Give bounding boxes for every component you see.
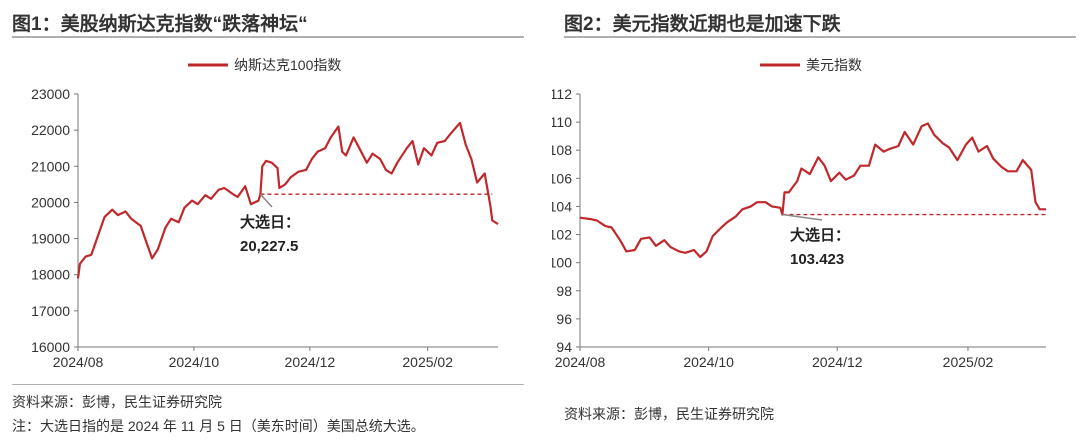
legend-label: 美元指数	[806, 57, 862, 73]
x-tick-label: 2024/10	[169, 354, 220, 370]
y-tick-label: 18000	[31, 267, 70, 283]
y-tick-label: 104	[552, 198, 572, 214]
callout-leader	[782, 213, 823, 221]
figure-title: 图1：美股纳斯达克指数“跌落神坛“	[12, 14, 308, 35]
x-tick-label: 2024/10	[683, 354, 734, 370]
y-tick-label: 16000	[31, 339, 70, 355]
annotation-label: 大选日：	[790, 226, 850, 244]
title-divider	[564, 36, 1076, 38]
y-tick-label: 106	[552, 170, 572, 186]
y-tick-label: 22000	[31, 122, 70, 138]
y-tick-label: 108	[552, 142, 572, 158]
title-divider	[12, 36, 524, 38]
nasdaq-chart: 16000 17000 18000 19000 20000 21000 22000 23000…	[31, 57, 499, 370]
y-tick-label: 23000	[31, 86, 70, 102]
panel-nasdaq: 图1：美股纳斯达克指数“跌落神坛“ 16000 17000 18000 19000 20…	[0, 0, 528, 440]
y-tick-label: 98	[556, 283, 572, 299]
callout-leader	[259, 193, 273, 208]
annotation-value: 103.423	[790, 251, 844, 268]
x-tick-label: 2024/08	[53, 354, 104, 370]
x-tick-label: 2024/12	[812, 354, 863, 370]
y-tick-label: 100	[552, 255, 572, 271]
series-line	[579, 122, 1046, 259]
y-tick-label: 19000	[31, 231, 70, 247]
y-tick-label: 112	[552, 86, 572, 102]
y-tick-label: 17000	[31, 303, 70, 319]
y-tick-label: 94	[556, 339, 572, 355]
x-tick-label: 2024/08	[555, 354, 606, 370]
annotation-label: 大选日：	[240, 213, 300, 231]
usd-index-chart: 94 96 98 100 102 104 106 108 110 112 2024/08 2024/1…	[552, 57, 1046, 370]
y-tick-label: 110	[552, 114, 572, 130]
panel-usd-index: 图2：美元指数近期也是加速下跌 94 96 98 100 102 104 106 108 110…	[552, 0, 1080, 440]
source-note: 资料来源：彭博，民生证券研究院	[12, 394, 222, 410]
series-line	[76, 121, 499, 279]
source-note: 资料来源：彭博，民生证券研究院	[564, 406, 774, 422]
footnote: 注：大选日指的是 2024 年 11 月 5 日（美东时间）美国总统大选。	[12, 418, 425, 434]
annotation-value: 20,227.5	[240, 238, 298, 255]
x-tick-label: 2025/02	[943, 354, 994, 370]
y-tick-label: 21000	[31, 158, 70, 174]
y-tick-label: 102	[552, 227, 572, 243]
x-tick-label: 2024/12	[285, 354, 336, 370]
y-tick-label: 20000	[31, 194, 70, 210]
note-divider	[12, 384, 524, 385]
y-tick-label: 96	[556, 311, 572, 327]
figure-title: 图2：美元指数近期也是加速下跌	[564, 14, 841, 35]
x-tick-label: 2025/02	[402, 354, 453, 370]
legend-label: 纳斯达克100指数	[234, 57, 341, 73]
